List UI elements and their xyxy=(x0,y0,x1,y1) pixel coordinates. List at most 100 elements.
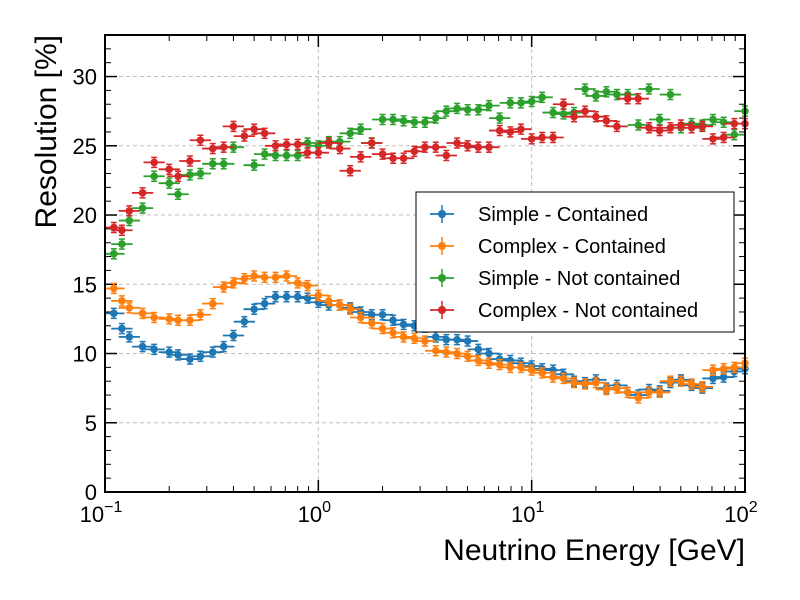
data-point xyxy=(581,85,589,93)
legend-item: Simple - Not contained xyxy=(430,268,680,290)
data-point xyxy=(549,373,557,381)
data-point xyxy=(174,316,182,325)
data-point xyxy=(517,99,525,107)
x-tick-label: 100 xyxy=(298,499,331,527)
data-point xyxy=(196,310,205,319)
data-point xyxy=(196,136,205,145)
legend-label: Complex - Not contained xyxy=(478,300,698,322)
data-point xyxy=(303,148,312,157)
data-point xyxy=(485,101,493,110)
data-point xyxy=(559,100,568,109)
data-point xyxy=(174,172,182,181)
data-point xyxy=(645,85,653,93)
data-point xyxy=(389,328,397,337)
x-tick-exponent: 1 xyxy=(535,499,544,516)
data-point xyxy=(325,297,333,305)
data-point xyxy=(208,348,217,356)
y-tick-label: 0 xyxy=(85,480,97,505)
data-point xyxy=(125,216,134,225)
data-point xyxy=(527,135,536,143)
data-point xyxy=(655,115,664,124)
legend-box xyxy=(415,191,735,333)
data-point xyxy=(698,382,707,391)
x-tick-exponent: 2 xyxy=(749,499,758,516)
data-point xyxy=(399,333,408,341)
data-point xyxy=(463,141,472,150)
legend-label: Simple - Contained xyxy=(478,204,648,226)
data-point xyxy=(303,281,312,290)
data-point xyxy=(240,132,249,140)
x-tick-base: 10 xyxy=(724,502,748,527)
data-point xyxy=(165,315,174,323)
data-point xyxy=(463,337,472,345)
data-point xyxy=(335,301,344,309)
data-point xyxy=(389,316,397,325)
data-point xyxy=(314,148,323,157)
data-point xyxy=(570,112,578,121)
data-point xyxy=(208,299,217,308)
data-point xyxy=(110,250,118,258)
data-point xyxy=(271,292,280,301)
data-point xyxy=(389,115,397,124)
data-point xyxy=(118,240,126,248)
data-point xyxy=(378,310,387,319)
data-point xyxy=(592,112,600,121)
data-point xyxy=(602,385,611,394)
data-point xyxy=(655,388,664,397)
data-point xyxy=(730,363,739,372)
data-point xyxy=(271,273,280,282)
data-point xyxy=(602,117,611,125)
data-point xyxy=(293,292,302,301)
data-point xyxy=(495,126,504,135)
data-point xyxy=(527,97,536,106)
data-point xyxy=(346,129,354,138)
data-point xyxy=(485,349,493,358)
data-point xyxy=(250,161,258,169)
data-point xyxy=(421,143,429,151)
data-point xyxy=(229,122,238,131)
data-point xyxy=(506,363,515,372)
data-point xyxy=(138,204,147,212)
data-point xyxy=(356,153,365,161)
data-point xyxy=(346,166,354,175)
data-point xyxy=(709,366,717,374)
data-point xyxy=(219,342,228,351)
data-point xyxy=(271,141,280,150)
data-point xyxy=(666,90,675,99)
data-point xyxy=(367,139,376,147)
data-point xyxy=(110,284,118,293)
series-4 xyxy=(105,92,749,237)
data-point xyxy=(378,150,387,158)
data-point xyxy=(549,133,557,142)
data-point xyxy=(282,272,291,280)
data-point xyxy=(719,133,728,142)
data-point xyxy=(356,125,365,133)
data-point xyxy=(431,143,440,151)
data-point xyxy=(581,107,589,115)
data-point xyxy=(196,352,205,361)
data-point xyxy=(240,317,249,326)
data-point xyxy=(138,189,147,197)
data-point xyxy=(485,359,493,368)
data-point xyxy=(485,143,493,151)
y-tick-label: 30 xyxy=(73,65,97,90)
data-point xyxy=(271,151,280,160)
data-point xyxy=(474,105,483,114)
legend-marker xyxy=(438,306,446,314)
data-point xyxy=(592,378,600,387)
data-point xyxy=(378,324,387,333)
data-point xyxy=(150,313,158,322)
data-point xyxy=(730,119,739,128)
data-point xyxy=(186,171,194,179)
data-point xyxy=(453,335,461,344)
data-point xyxy=(208,144,217,153)
legend-item: Simple - Contained xyxy=(430,204,648,226)
data-point xyxy=(431,114,440,122)
data-point xyxy=(634,94,643,103)
data-point xyxy=(538,133,546,142)
data-point xyxy=(559,374,568,383)
data-point xyxy=(335,144,344,153)
data-series xyxy=(105,83,749,404)
data-point xyxy=(495,114,504,122)
data-point xyxy=(282,151,291,160)
